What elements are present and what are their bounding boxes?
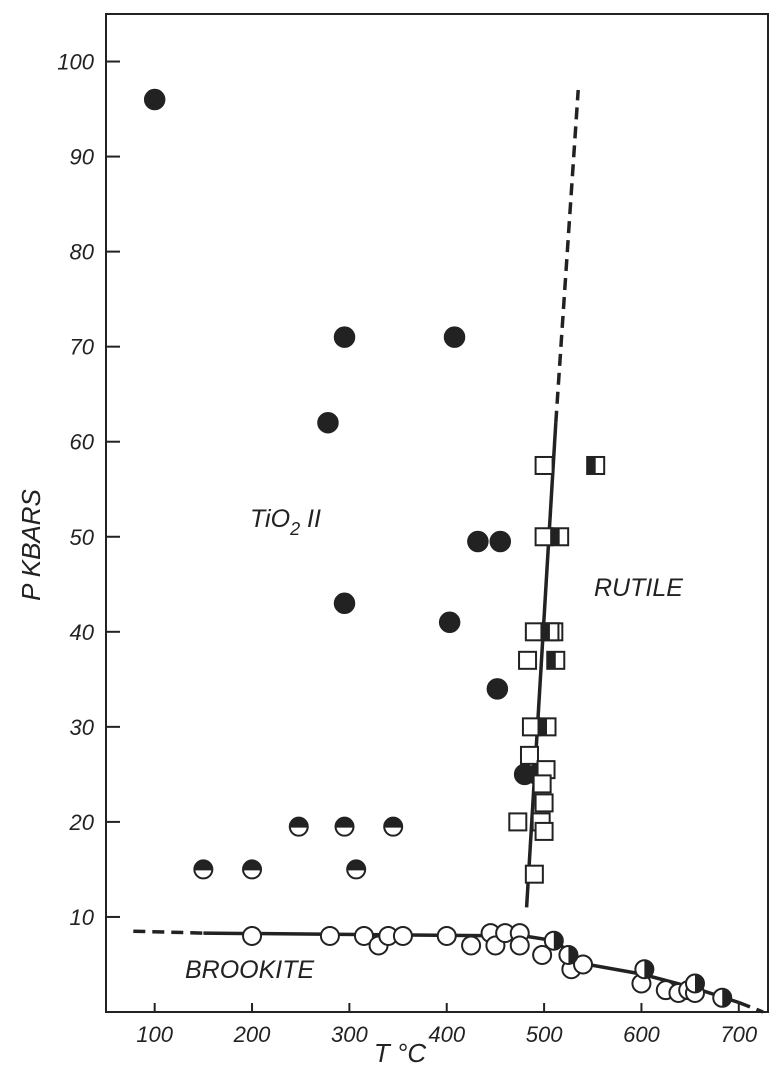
data-point-open-circle [353, 925, 374, 946]
x-tick-label: 200 [233, 1022, 271, 1047]
data-point-filled-circle [333, 592, 356, 615]
data-point-half-filled-circle-top [288, 816, 309, 837]
x-tick-label: 700 [720, 1022, 757, 1047]
x-tick-label: 400 [428, 1022, 465, 1047]
data-point-filled-circle [333, 326, 356, 348]
data-point-half-filled-circle-right [543, 930, 564, 951]
data-point-filled-circle [467, 530, 489, 553]
data-point-open-circle [392, 925, 413, 946]
data-point-half-filled-circle-top [334, 816, 355, 837]
data-point-filled-circle [143, 88, 166, 111]
data-point-half-filled-circle-right [684, 973, 705, 994]
data-point-open-circle [319, 925, 340, 946]
x-tick-label: 300 [331, 1022, 368, 1047]
y-tick-label: 30 [70, 715, 95, 740]
data-point-open-square [508, 812, 528, 832]
y-tick-label: 40 [70, 620, 95, 645]
phase-boundary-dashed [133, 929, 204, 935]
data-point-open-circle [532, 944, 553, 965]
x-tick-label: 600 [623, 1022, 660, 1047]
data-point-open-square [534, 821, 554, 841]
data-point-open-circle [573, 954, 594, 975]
y-tick-label: 10 [70, 905, 95, 930]
data-point-open-square [521, 717, 541, 737]
data-point-half-filled-square [546, 650, 566, 670]
data-point-half-filled-circle-top [242, 859, 263, 880]
data-point-open-square [524, 864, 544, 884]
data-point-half-filled-circle-right [634, 959, 655, 980]
data-point-half-filled-circle-top [346, 859, 367, 880]
data-point-filled-circle [443, 326, 466, 348]
data-point-open-circle [436, 925, 457, 946]
y-axis-title: P KBARS [16, 488, 46, 600]
axes-layer: 100 200 300 400 500 600 700 10 20 30 40 50 60 70 80 90 1… [57, 50, 758, 1047]
data-point-open-square [518, 650, 538, 670]
y-tick-label: 100 [57, 50, 94, 75]
chart-frame [105, 13, 769, 1013]
data-point-filled-circle [489, 530, 512, 553]
phase-boundary-solid [524, 422, 558, 908]
data-point-half-filled-circle-right [558, 944, 579, 965]
region-label-tio2-ii: TiO2 II [250, 505, 321, 539]
data-point-half-filled-circle-top [193, 859, 214, 880]
data-points [143, 88, 733, 1008]
phase-boundary-dashed [554, 89, 580, 423]
y-tick-label: 20 [69, 810, 95, 835]
data-point-half-filled-circle-top [383, 816, 404, 837]
data-point-half-filled-square [540, 622, 560, 642]
y-tick-label: 50 [70, 525, 95, 550]
phase-boundaries [133, 89, 764, 1014]
data-point-filled-circle [317, 411, 339, 434]
region-label-rutile: RUTILE [594, 574, 683, 602]
data-point-filled-circle [438, 611, 461, 634]
data-point-open-circle [509, 935, 530, 956]
data-point-open-square [534, 455, 554, 475]
x-tick-label: 100 [136, 1022, 173, 1047]
data-point-open-square [534, 527, 554, 547]
data-point-filled-circle [486, 678, 509, 700]
data-point-open-square [524, 622, 544, 642]
data-point-half-filled-circle-right [712, 987, 733, 1008]
data-point-open-square [534, 793, 554, 813]
data-point-half-filled-square [537, 717, 557, 737]
data-point-open-square [519, 745, 539, 765]
x-axis-title: T °C [374, 1038, 427, 1067]
data-point-open-circle [242, 925, 263, 946]
x-tick-label: 500 [526, 1022, 563, 1047]
y-tick-label: 80 [70, 240, 95, 265]
data-point-half-filled-square [586, 455, 606, 475]
data-point-open-square [532, 774, 552, 794]
y-tick-label: 90 [70, 145, 95, 170]
data-point-half-filled-square [550, 527, 570, 547]
y-tick-label: 60 [70, 430, 95, 455]
region-label-brookite: BROOKITE [185, 956, 315, 984]
y-tick-label: 70 [70, 335, 95, 360]
phase-boundary-dashed [738, 1000, 764, 1014]
data-point-open-circle [461, 935, 482, 956]
